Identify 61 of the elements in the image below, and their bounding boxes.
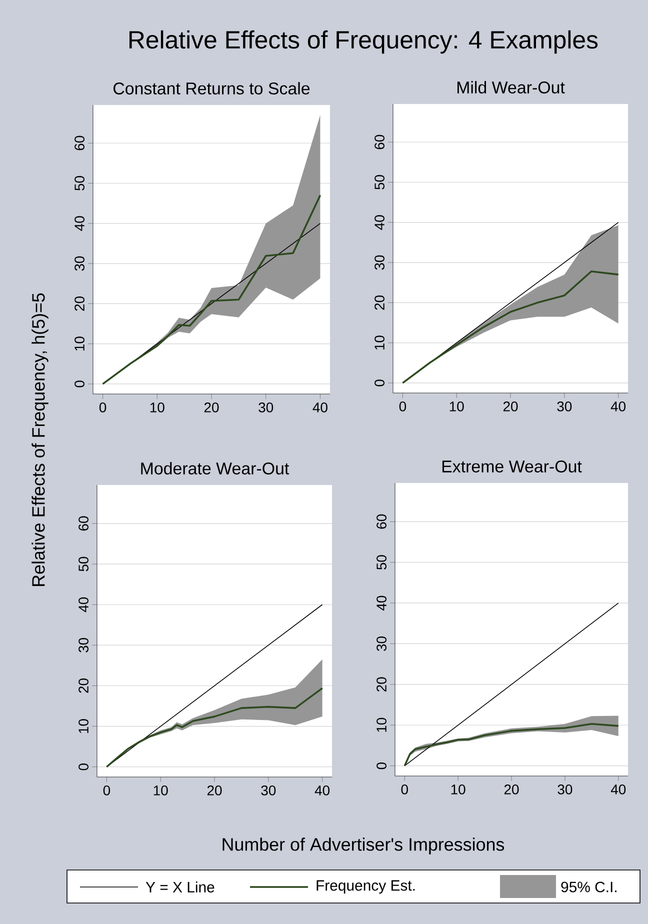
y-tick-label: 60 xyxy=(74,136,84,150)
chart-subtitle: Constant Returns to Scale xyxy=(114,82,310,94)
x-axis-title: Number of Advertiser's Impressions xyxy=(222,838,504,854)
x-tick-label: 0 xyxy=(99,402,106,412)
chart-subtitle: Moderate Wear-Out xyxy=(141,462,290,474)
line-series xyxy=(102,194,322,385)
x-tick-label: 0 xyxy=(399,402,406,412)
x-tick-label: 10 xyxy=(150,402,164,412)
legend-label: Frequency Est. xyxy=(316,880,415,894)
y-tick-label: 60 xyxy=(376,514,386,529)
x-tick-label: 20 xyxy=(503,402,518,412)
y-tick-label: 50 xyxy=(74,176,84,190)
chart-subtitle: Mild Wear-Out xyxy=(457,81,565,94)
legend-label: Y = X Line xyxy=(146,882,214,892)
y-tick-label: 20 xyxy=(74,296,84,311)
y-tick-label: 0 xyxy=(374,380,384,386)
x-tick-label: 30 xyxy=(557,402,572,412)
x-tick-label: 40 xyxy=(610,402,626,412)
y-tick-label: 10 xyxy=(74,336,84,351)
y-tick-label: 30 xyxy=(374,255,384,270)
chart-subtitle: Extreme Wear-Out xyxy=(442,460,582,472)
line-series xyxy=(106,687,324,768)
y-tick-label: 0 xyxy=(74,380,84,388)
x-tick-label: 20 xyxy=(207,786,222,796)
x-tick-label: 30 xyxy=(261,786,276,796)
y-tick-label: 40 xyxy=(376,596,386,610)
y-tick-label: 40 xyxy=(374,215,384,230)
y-tick-label: 60 xyxy=(374,134,384,150)
y-tick-label: 0 xyxy=(376,762,386,770)
y-tick-label: 60 xyxy=(78,516,88,531)
x-tick-label: 40 xyxy=(312,402,328,412)
text: 95% C.I. xyxy=(561,882,616,892)
y-tick-label: 10 xyxy=(78,719,88,733)
y-tick-label: 20 xyxy=(374,295,384,310)
x-tick-label: 20 xyxy=(204,402,219,412)
x-tick-label: 10 xyxy=(450,402,464,412)
y-tick-label: 10 xyxy=(376,718,386,732)
x-tick-label: 40 xyxy=(610,784,626,794)
y-tick-label: 10 xyxy=(374,336,384,350)
y-axis-title: Relative Effects of Frequency, h(5)=5 xyxy=(32,293,48,586)
y-tick-label: 30 xyxy=(376,636,386,651)
x-tick-label: 0 xyxy=(103,786,110,796)
line-series xyxy=(402,270,620,384)
y-tick-label: 30 xyxy=(78,638,88,652)
x-tick-label: 30 xyxy=(558,784,572,794)
y-tick-label: 0 xyxy=(78,764,88,770)
y-tick-label: 50 xyxy=(376,555,386,570)
y-tick-label: 50 xyxy=(374,175,384,190)
y-tick-label: 50 xyxy=(78,556,88,572)
x-tick-label: 20 xyxy=(504,784,519,794)
y-tick-label: 20 xyxy=(78,678,88,693)
x-tick-label: 40 xyxy=(314,786,330,796)
y-tick-label: 20 xyxy=(376,677,386,692)
x-tick-label: 0 xyxy=(401,784,408,794)
y-tick-label: 40 xyxy=(78,597,88,612)
y-tick-label: 30 xyxy=(74,256,84,271)
chart-title: Relative Effects of Frequency: 4 Examples xyxy=(129,30,598,54)
x-tick-label: 10 xyxy=(154,786,168,796)
x-tick-label: 10 xyxy=(451,784,466,794)
x-tick-label: 30 xyxy=(258,402,274,412)
y-tick-label: 40 xyxy=(74,216,84,231)
